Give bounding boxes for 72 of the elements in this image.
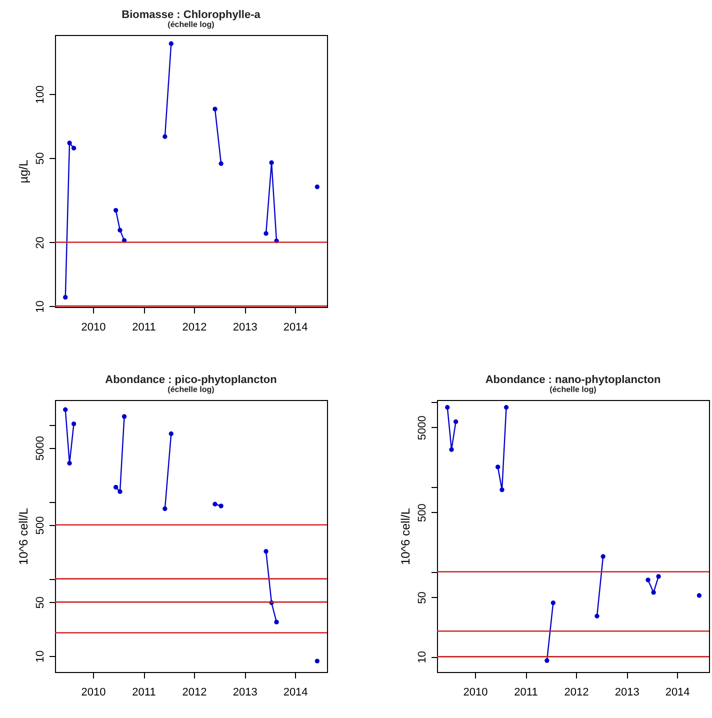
chart-title: Abondance : pico-phytoplancton [105,374,278,386]
point [500,487,504,492]
point [162,134,168,139]
point [656,574,661,579]
point [453,419,458,424]
point [114,208,118,213]
point [168,431,174,436]
y-tick-label: 10 [34,650,46,663]
chart-subtitle: (échelle log) [168,385,215,394]
point [67,460,72,466]
x-tick-label: 2014 [665,686,690,698]
x-tick-label: 2012 [564,686,589,698]
x-tick-label: 2014 [283,686,308,698]
y-tick-label: 20 [34,236,46,249]
chart-subtitle: (échelle log) [550,385,597,394]
point [269,160,274,165]
y-tick-label: 100 [34,85,46,104]
x-tick-label: 2011 [132,686,156,698]
point [118,489,122,494]
point [550,600,556,606]
point [118,228,122,233]
point [496,464,500,470]
point [600,554,606,559]
x-tick-label: 2010 [463,686,488,698]
point [264,549,268,554]
point [218,504,224,508]
point [168,41,174,46]
y-tick-label: 500 [34,516,46,535]
x-tick-label: 2010 [81,686,106,698]
y-tick-label: 10 [34,300,46,313]
point [71,422,76,426]
x-tick-label: 2011 [514,686,538,698]
y-tick-label: 50 [34,152,46,165]
x-tick-label: 2013 [614,686,640,698]
point [449,447,454,452]
x-tick-label: 2012 [182,686,207,698]
x-tick-label: 2010 [81,322,106,334]
point [646,578,650,582]
point [445,405,450,410]
point [122,414,127,419]
point [162,506,168,512]
y-tick-label: 5000 [416,416,428,440]
point [651,590,656,595]
x-tick-label: 2012 [182,322,207,334]
point [212,502,218,506]
y-tick-label: 50 [416,592,428,604]
x-tick-label: 2014 [283,322,308,334]
point [114,484,118,490]
point [67,140,72,146]
x-tick-label: 2013 [232,686,258,698]
point [504,405,509,410]
x-tick-label: 2013 [232,322,258,334]
y-tick-label: 50 [34,596,46,609]
point [594,614,600,618]
chart-subtitle: (échelle log) [168,20,215,29]
point [544,658,550,663]
y-axis-title: 10^6 cell/L [16,508,30,565]
y-axis-title: 10^6 cell/L [398,508,412,565]
point [63,407,68,412]
x-tick-label: 2011 [132,322,156,334]
point [212,106,218,112]
point [264,231,268,236]
chart-title: Biomasse : Chlorophylle-a [122,9,262,21]
point [63,294,68,300]
y-axis-title: µg/L [16,159,30,184]
y-tick-label: 500 [416,504,428,522]
y-tick-label: 10 [416,651,428,664]
y-tick-label: 5000 [34,436,46,461]
point [71,146,76,150]
point [218,161,224,166]
point [274,620,279,624]
chart-title: Abondance : nano-phytoplancton [485,374,661,386]
